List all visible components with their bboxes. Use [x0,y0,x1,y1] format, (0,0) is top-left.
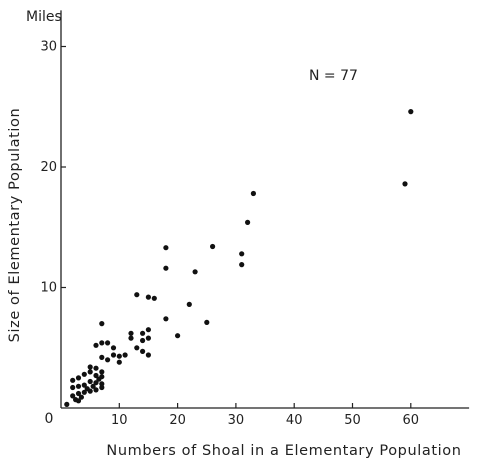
data-point [75,390,82,397]
data-point [81,389,87,395]
data-point [210,243,216,250]
data-point [402,181,408,187]
data-point [75,383,82,389]
data-point [99,381,105,387]
x-ticks: 10 20 30 40 50 60 [111,403,419,428]
data-point [245,219,251,225]
data-point [87,364,93,370]
data-point [122,352,128,358]
data-point [140,337,146,344]
data-point [128,335,134,341]
data-point [93,372,99,379]
y-unit-label: Miles [26,9,62,25]
data-point [163,316,169,322]
axes [60,10,470,409]
data-point [175,333,181,339]
data-point [70,377,76,383]
data-point [116,359,122,365]
y-tick-label: 20 [40,160,57,175]
x-tick-label: 50 [344,413,361,428]
data-point [70,393,76,399]
data-point [99,354,105,360]
origin-label: 0 [45,411,54,427]
data-point [163,265,169,271]
y-axis-title: Size of Elementary Population [7,108,23,343]
data-point [99,374,105,380]
data-point [140,348,146,354]
data-point [239,251,245,257]
data-point [163,245,169,251]
data-point [128,330,134,336]
x-tick-label: 40 [286,413,303,428]
data-point [99,369,105,375]
data-point [116,353,122,359]
data-point [64,401,70,407]
y-ticks: 10 20 30 [40,40,66,296]
data-point [110,345,117,351]
data-point [99,321,105,327]
data-point [90,383,96,389]
data-point [186,301,192,307]
x-tick-label: 30 [228,413,245,428]
data-point [145,352,151,358]
data-point [78,394,84,400]
data-point [93,365,99,371]
data-point [99,384,105,391]
data-point [145,294,151,300]
x-axis-title: Numbers of Shoal in a Elementary Populat… [106,443,461,459]
data-point [87,388,93,394]
data-points [64,109,414,407]
data-point [145,327,151,333]
data-point [134,292,140,298]
data-point [250,190,256,197]
y-tick-label: 10 [40,281,57,296]
data-point [134,345,140,351]
data-point [408,109,414,115]
data-point [81,371,87,377]
data-point [204,319,210,325]
data-point [87,378,93,385]
data-point [87,369,93,375]
data-point [110,352,117,358]
y-tick-label: 30 [40,40,57,55]
n-annotation: N = 77 [309,68,358,84]
data-point [99,340,105,346]
x-tick-label: 10 [111,413,128,428]
data-point [70,384,76,391]
x-tick-label: 60 [403,413,420,428]
data-point [75,398,82,404]
data-point [105,357,111,363]
data-point [192,269,198,275]
data-point [105,340,111,346]
data-point [140,330,146,336]
data-point [239,262,245,268]
data-point [151,295,157,301]
x-tick-label: 20 [169,413,186,428]
data-point [93,342,99,348]
data-point [145,335,151,341]
data-point [93,387,99,393]
data-point [75,375,82,381]
data-point [93,380,99,386]
data-point [81,382,87,388]
